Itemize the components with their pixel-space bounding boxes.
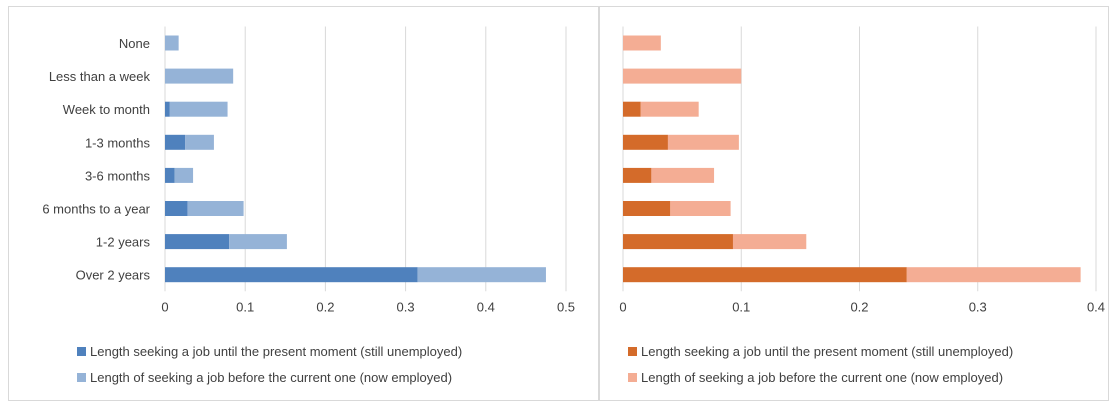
legend-left: Length seeking a job until the present m… (77, 341, 462, 393)
legend-swatch (628, 346, 637, 356)
bar-still-unemployed (623, 167, 652, 183)
legend-label: Length seeking a job until the present m… (90, 343, 463, 359)
x-tick-label: 0.4 (1087, 299, 1105, 314)
chart-left: 0 0.1 0.2 0.3 0.4 0.5 None Less than a week Week… (42, 26, 575, 314)
legend-item: Length seeking a job until the present m… (628, 341, 1013, 361)
category-label: 3-6 months (85, 168, 151, 183)
legend-item: Length of seeking a job before the curre… (628, 367, 1013, 387)
bar-now-employed (667, 134, 739, 150)
x-tick-label: 0.2 (316, 299, 334, 314)
x-tick-label: 0.3 (397, 299, 415, 314)
bar-now-employed (165, 35, 179, 51)
bar-now-employed (417, 267, 546, 283)
bar-still-unemployed (165, 101, 170, 117)
category-label: 6 months to a year (42, 202, 150, 217)
bar-still-unemployed (165, 167, 175, 183)
bar-still-unemployed (165, 267, 418, 283)
legend-item: Length seeking a job until the present m… (77, 341, 462, 361)
legend-swatch (77, 372, 86, 382)
bar-now-employed (187, 201, 244, 216)
bar-now-employed (174, 167, 194, 183)
legend-item: Length of seeking a job before the curre… (77, 367, 462, 387)
category-label: Week to month (63, 102, 150, 117)
bar-now-employed (229, 234, 287, 250)
category-label: 1-2 years (96, 235, 151, 250)
x-tick-label: 0 (161, 299, 168, 314)
bar-now-employed (732, 234, 807, 250)
legend-label: Length of seeking a job before the curre… (641, 369, 1004, 385)
legend-label: Length seeking a job until the present m… (641, 343, 1014, 359)
x-tick-label: 0.4 (477, 299, 495, 314)
chart-panel-left: 0 0.1 0.2 0.3 0.4 0.5 None Less than a week Week… (8, 6, 599, 401)
x-tick-label: 0.1 (236, 299, 254, 314)
legend-label: Length of seeking a job before the curre… (90, 369, 453, 385)
bar-now-employed (623, 35, 661, 51)
bar-still-unemployed (623, 201, 671, 216)
chart-panel-right: 0 0.1 0.2 0.3 0.4 Length seeking a job until… (599, 6, 1109, 401)
x-tick-label: 0 (619, 299, 626, 314)
x-tick-label: 0.5 (557, 299, 575, 314)
legend-right: Length seeking a job until the present m… (628, 341, 1013, 393)
bar-now-employed (906, 267, 1081, 283)
bar-now-employed (651, 167, 715, 183)
bar-now-employed (670, 201, 731, 216)
bar-still-unemployed (165, 201, 188, 216)
bar-now-employed (169, 101, 228, 117)
category-label: 1-3 months (85, 135, 151, 150)
bar-still-unemployed (165, 134, 186, 150)
bar-still-unemployed (165, 234, 230, 250)
bar-still-unemployed (623, 267, 907, 283)
legend-swatch (628, 372, 637, 382)
category-label: Over 2 years (76, 268, 151, 283)
bar-now-employed (165, 68, 234, 84)
bar-now-employed (185, 134, 214, 150)
x-tick-label: 0.3 (969, 299, 987, 314)
bar-still-unemployed (623, 234, 733, 250)
x-tick-label: 0.1 (732, 299, 750, 314)
bar-still-unemployed (623, 134, 668, 150)
bar-now-employed (623, 68, 742, 84)
legend-swatch (77, 346, 86, 356)
category-label: Less than a week (49, 69, 151, 84)
bar-still-unemployed (623, 101, 641, 117)
chart-right: 0 0.1 0.2 0.3 0.4 (619, 26, 1105, 314)
category-label: None (119, 36, 150, 51)
bar-now-employed (640, 101, 699, 117)
x-tick-label: 0.2 (850, 299, 868, 314)
